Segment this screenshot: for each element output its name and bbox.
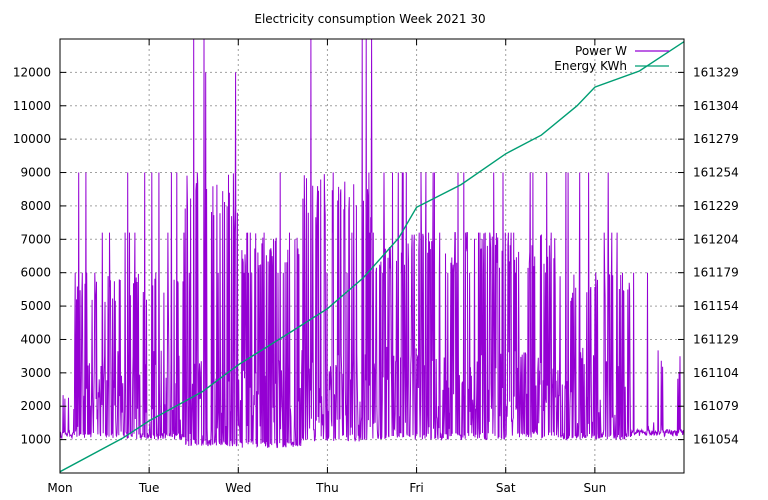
chart-title: Electricity consumption Week 2021 30	[254, 12, 485, 26]
x-tick-label: Sun	[583, 481, 606, 495]
y-right-tick-label: 161254	[693, 166, 739, 180]
x-tick-label: Thu	[315, 481, 339, 495]
plot-area	[60, 39, 684, 473]
y-left-tick-label: 8000	[20, 199, 51, 213]
y-right-tick-label: 161154	[693, 299, 739, 313]
series-energy-line	[60, 41, 684, 473]
x-tick-label: Fri	[409, 481, 423, 495]
y-right-tick-label: 161279	[693, 132, 739, 146]
x-tick-label: Mon	[47, 481, 72, 495]
y-left-tick-label: 10000	[13, 132, 51, 146]
y-left-tick-label: 2000	[20, 399, 51, 413]
y-left-tick-label: 11000	[13, 99, 51, 113]
y-right-tick-label: 161104	[693, 366, 739, 380]
y-right-tick-label: 161179	[693, 266, 739, 280]
x-tick-label: Wed	[225, 481, 251, 495]
legend-label: Energy KWh	[554, 59, 627, 73]
y-left-tick-label: 4000	[20, 332, 51, 346]
y-right-tick-label: 161079	[693, 399, 739, 413]
axes-layer: Mon Tue Wed Thu Fri Sat Sun 1000 2000 3000 4000 500…	[13, 39, 739, 495]
y-left-tick-label: 7000	[20, 232, 51, 246]
legend-label: Power W	[575, 44, 627, 58]
y-right-tick-label: 161304	[693, 99, 739, 113]
y-right-tick-label: 161204	[693, 232, 739, 246]
y-right-tick-label: 161329	[693, 65, 739, 79]
y-left-tick-label: 9000	[20, 166, 51, 180]
x-tick-label: Tue	[138, 481, 160, 495]
plot-frame	[59, 38, 685, 474]
x-tick-label: Sat	[496, 481, 516, 495]
y-left-tick-label: 5000	[20, 299, 51, 313]
series-power-line	[60, 39, 684, 449]
y-right-tick-label: 161054	[693, 433, 739, 447]
y-left-tick-label: 1000	[20, 433, 51, 447]
y-left-tick-label: 3000	[20, 366, 51, 380]
y-left-tick-label: 6000	[20, 266, 51, 280]
y-right-tick-label: 161229	[693, 199, 739, 213]
y-left-tick-label: 12000	[13, 65, 51, 79]
y-right-tick-label: 161129	[693, 332, 739, 346]
